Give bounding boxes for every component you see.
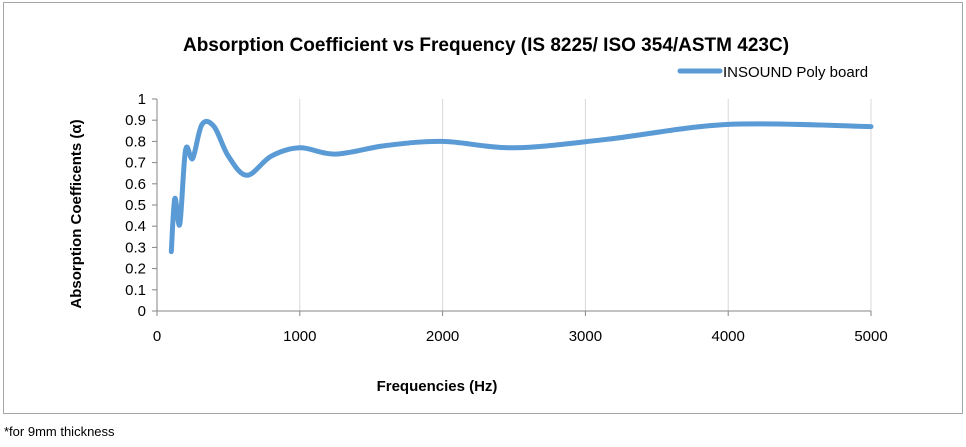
y-tick-label: 0.1 — [125, 282, 146, 299]
data-point — [440, 139, 445, 144]
y-tick-label: 0.9 — [125, 112, 146, 129]
data-point — [190, 156, 195, 161]
y-tick-label: 1 — [138, 91, 146, 108]
y-tick-label: 0 — [138, 303, 146, 320]
y-tick-label: 0.3 — [125, 239, 146, 256]
x-tick-label: 5000 — [854, 328, 887, 345]
chart-title: Absorption Coefficient vs Frequency (IS … — [183, 35, 789, 56]
legend-label: INSOUND Poly board — [723, 64, 868, 81]
data-point — [172, 196, 177, 201]
data-point — [869, 124, 874, 129]
data-point — [226, 154, 231, 159]
grid — [299, 99, 872, 311]
footnote: *for 9mm thickness — [4, 424, 115, 439]
x-tick-label: 3000 — [569, 328, 602, 345]
y-axis-title: Absorption Coefficents (α) — [68, 119, 85, 308]
data-point — [177, 222, 182, 227]
data-point — [169, 249, 174, 254]
data-point — [199, 122, 204, 127]
data-point — [244, 173, 249, 178]
x-tick-label: 4000 — [712, 328, 745, 345]
data-point — [383, 143, 388, 148]
y-tick-labels: 0 0.1 0.2 0.3 0.4 0.5 0.6 0.7 0.8 0.9 1 — [125, 91, 146, 320]
absorption-chart: Absorption Coefficient vs Frequency (IS … — [68, 35, 888, 395]
x-tick-label: 1000 — [283, 328, 316, 345]
data-point — [183, 147, 188, 152]
data-point — [726, 122, 731, 127]
data-point — [333, 152, 338, 157]
x-tick-labels: 0 1000 2000 3000 4000 5000 — [153, 328, 888, 345]
chart-area: Absorption Coefficient vs Frequency (IS … — [3, 2, 963, 414]
data-point — [512, 145, 517, 150]
series — [168, 118, 874, 255]
data-point — [604, 137, 609, 142]
y-tick-label: 0.5 — [125, 197, 146, 214]
data-point — [297, 145, 302, 150]
legend: INSOUND Poly board — [677, 64, 868, 81]
y-tick-label: 0.4 — [125, 218, 146, 235]
x-tick-label: 0 — [153, 328, 161, 345]
y-tick-label: 0.2 — [125, 261, 146, 278]
x-tick-label: 2000 — [426, 328, 459, 345]
y-tick-label: 0.8 — [125, 133, 146, 150]
axes — [152, 98, 872, 316]
y-tick-label: 0.6 — [125, 176, 146, 193]
x-axis-title: Frequencies (Hz) — [377, 378, 498, 395]
y-tick-label: 0.7 — [125, 155, 146, 172]
series-line — [168, 118, 874, 255]
data-point — [212, 124, 217, 129]
data-point — [269, 154, 274, 159]
